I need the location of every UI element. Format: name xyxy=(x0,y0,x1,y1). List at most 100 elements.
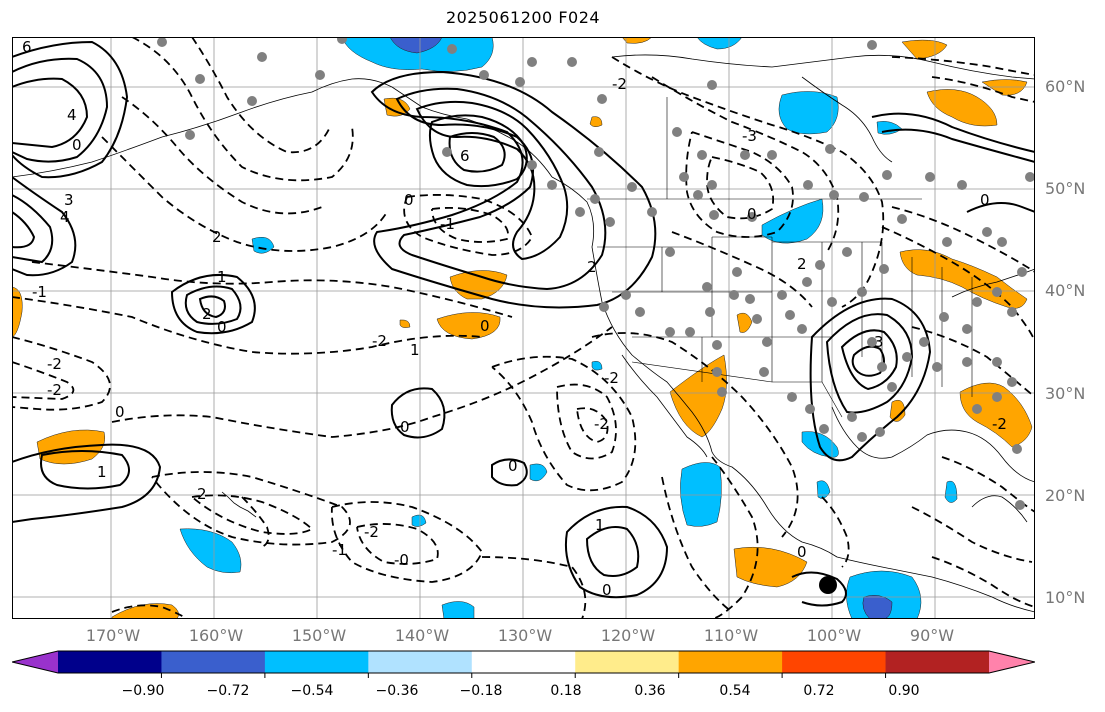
contour-label: 2 xyxy=(797,255,807,273)
lat-label-60n: 60°N xyxy=(1045,77,1086,96)
colorbar-tick-label: −0.18 xyxy=(459,683,503,699)
contour-label: -3 xyxy=(742,127,757,145)
contour-label: 0 xyxy=(400,418,410,436)
contour-label: 2 xyxy=(212,228,222,246)
coastline-hudson xyxy=(801,76,893,163)
colorbar-tick-label: 0.18 xyxy=(550,683,582,699)
contour-label: -1 xyxy=(332,541,347,559)
colorbar-segment xyxy=(575,651,680,673)
coastlines xyxy=(12,54,1035,613)
negative-contours xyxy=(12,37,1035,619)
contour-label: 0 xyxy=(404,191,414,209)
contour-label: 0 xyxy=(508,457,518,475)
fill-blue xyxy=(816,480,831,499)
fill-orange xyxy=(111,603,179,619)
colorbar-extend-min xyxy=(12,651,58,673)
coastline-alaska xyxy=(161,78,553,178)
colorbar-segment xyxy=(264,651,369,673)
contour-label: -2 xyxy=(364,523,379,541)
fill-blue xyxy=(251,237,275,254)
lat-label-40n: 40°N xyxy=(1045,281,1086,300)
contour-label: 3 xyxy=(64,191,74,209)
fill-blue xyxy=(529,463,548,482)
contour-label: -2 xyxy=(594,415,609,433)
colorbar-tick-label: 0.72 xyxy=(803,683,835,699)
contour-label: 4 xyxy=(60,208,70,226)
lon-label-90w: 90°W xyxy=(909,626,955,645)
contour-label: 2 xyxy=(197,485,207,503)
contour-label: 0 xyxy=(980,191,990,209)
fill-blue xyxy=(179,528,242,574)
coastline-gulf xyxy=(831,406,1035,483)
fill-navy xyxy=(862,595,893,619)
colorbar-segment xyxy=(782,651,887,673)
contour-label: 0 xyxy=(115,403,125,421)
contour-label: 6 xyxy=(460,147,470,165)
contour-label: 1 xyxy=(595,516,605,534)
negative-fills xyxy=(179,37,958,619)
colorbar-tick-label: −0.54 xyxy=(290,683,334,699)
contour-label: -1 xyxy=(440,215,455,233)
station-dots xyxy=(157,37,1035,510)
contour-label: 0 xyxy=(217,318,227,336)
fill-blue xyxy=(761,198,824,244)
lon-label-140w: 140°W xyxy=(394,626,450,645)
graticule xyxy=(12,37,1035,619)
lon-label-120w: 120°W xyxy=(600,626,656,645)
fill-orange xyxy=(901,39,948,60)
lon-label-170w: 170°W xyxy=(85,626,141,645)
lon-label-150w: 150°W xyxy=(291,626,347,645)
lon-label-100w: 100°W xyxy=(806,626,862,645)
fill-orange xyxy=(436,312,501,340)
contour-label: -2 xyxy=(47,381,62,399)
coastline-hawaii xyxy=(221,491,257,518)
contour-label: -2 xyxy=(372,332,387,350)
colorbar-tick-label: 0.36 xyxy=(634,683,666,699)
contour-label: -2 xyxy=(47,355,62,373)
map-plot: 6 4 0 3 4 6 0 -1 2 -2 -3 0 1 2 0 -2 -2 0… xyxy=(12,37,1035,619)
colorbar-tick-label: −0.36 xyxy=(375,683,419,699)
lon-label-110w: 110°W xyxy=(703,626,759,645)
fill-blue xyxy=(696,37,743,50)
contour-label: 1 xyxy=(217,268,227,286)
fill-blue xyxy=(591,361,603,371)
fill-orange xyxy=(383,97,411,117)
fill-blue xyxy=(944,480,958,503)
lat-label-30n: 30°N xyxy=(1045,384,1086,403)
contour-label: 0 xyxy=(602,581,612,599)
colorbar-outline xyxy=(12,650,1035,674)
fill-blue xyxy=(680,462,722,527)
black-marker xyxy=(819,576,837,594)
fill-blue xyxy=(778,91,839,135)
fill-orange xyxy=(959,382,1033,448)
fill-blue xyxy=(411,514,427,527)
colorbar-tick-label: 0.54 xyxy=(719,683,751,699)
map-title: 2025061200 F024 xyxy=(445,8,601,27)
coastline-aleutians xyxy=(12,136,163,178)
lon-label-130w: 130°W xyxy=(497,626,553,645)
colorbar-segment xyxy=(161,651,266,673)
contour-label: -2 xyxy=(992,415,1007,433)
colorbar-tick-label: −0.72 xyxy=(206,683,250,699)
contour-label: -2 xyxy=(612,75,627,93)
fill-orange xyxy=(736,312,753,333)
contour-label: 0 xyxy=(797,543,807,561)
lat-label-10n: 10°N xyxy=(1045,588,1086,607)
colorbar-segment xyxy=(58,651,162,673)
contour-label: 0 xyxy=(747,205,757,223)
fill-orange xyxy=(399,319,411,328)
colorbar-extend-max xyxy=(989,651,1035,673)
coastline-canada-north xyxy=(611,54,1035,80)
contour-label: -1 xyxy=(32,283,47,301)
contour-label: 0 xyxy=(480,317,490,335)
colorbar-segment xyxy=(678,651,783,673)
positive-contours xyxy=(12,40,1035,607)
contour-labels: 6 4 0 3 4 6 0 -1 2 -2 -3 0 1 2 0 -2 -2 0… xyxy=(22,38,1007,599)
contour-label: -2 xyxy=(604,369,619,387)
colorbar-segment xyxy=(471,651,576,673)
lat-label-20n: 20°N xyxy=(1045,486,1086,505)
contour-label: 6 xyxy=(22,38,32,56)
contour-label: 0 xyxy=(72,136,82,154)
coastline-baja xyxy=(621,354,708,458)
colorbar-segment xyxy=(368,651,473,673)
